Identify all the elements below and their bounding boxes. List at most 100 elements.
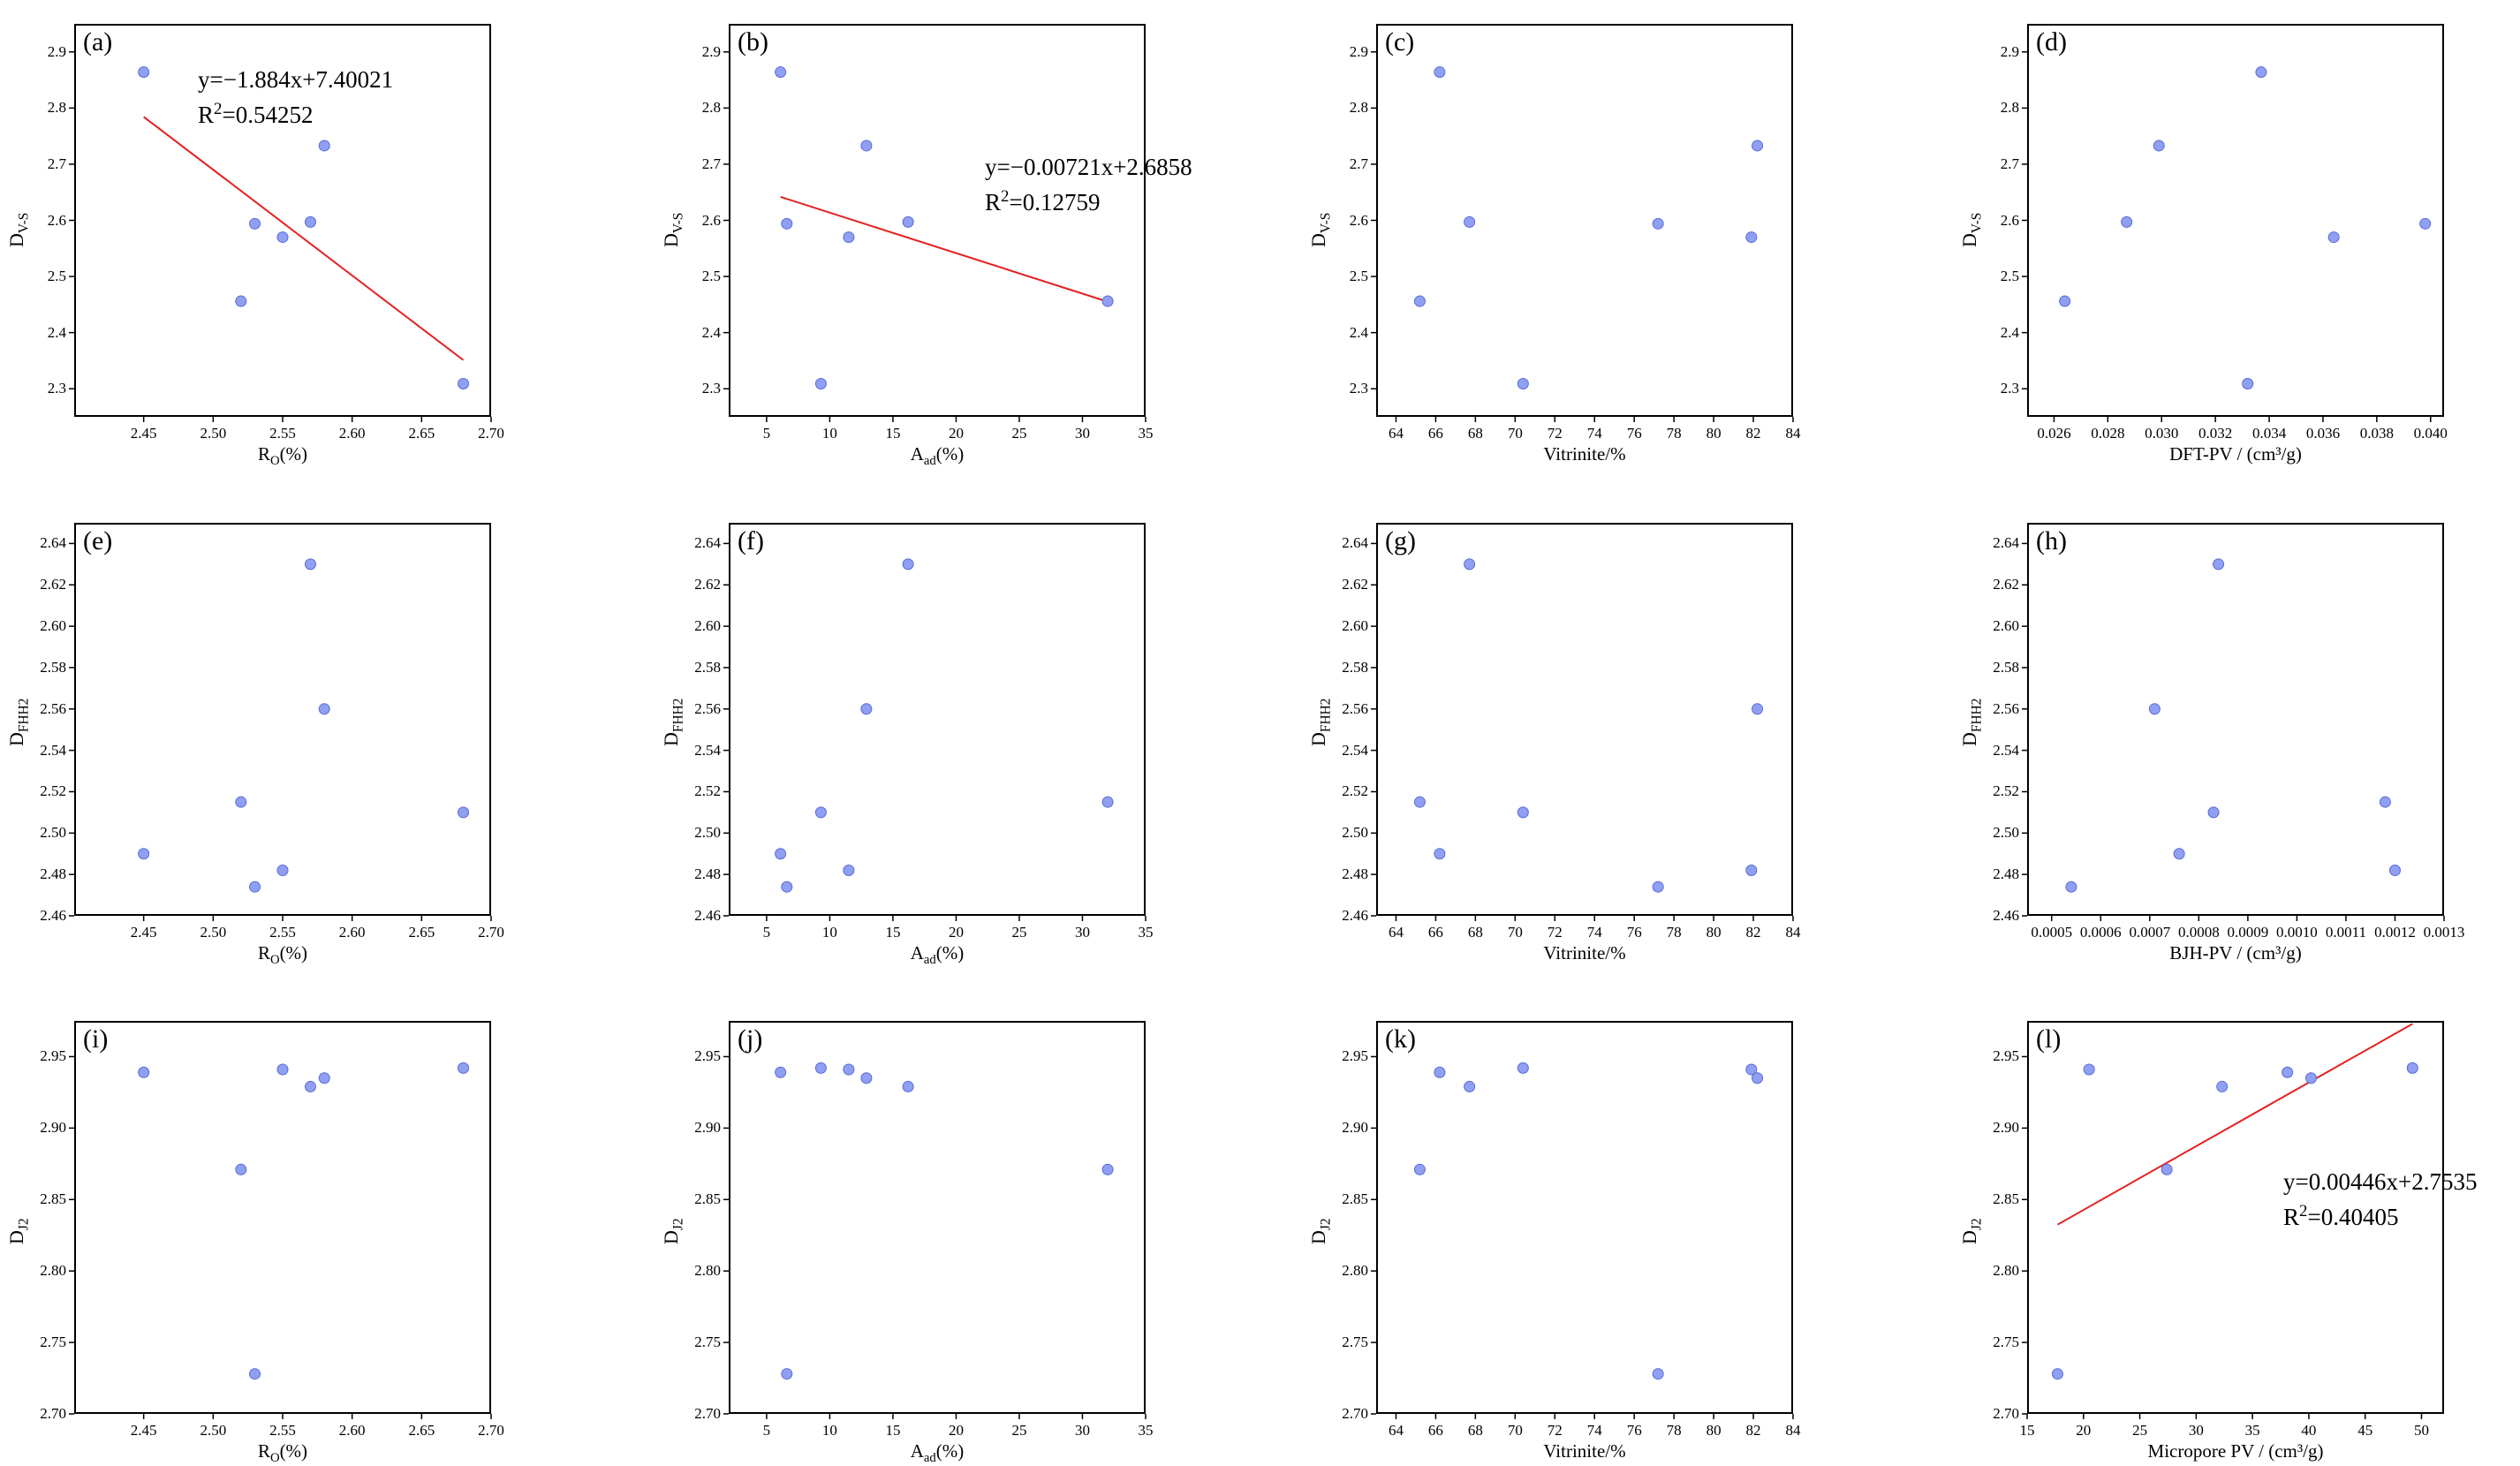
plot-area: [1376, 24, 1793, 417]
data-point: [235, 295, 247, 307]
data-point: [781, 1368, 793, 1380]
data-point: [2406, 1062, 2418, 1074]
plot-area: [2027, 1021, 2444, 1414]
y-tick-label: 2.9: [701, 42, 721, 60]
data-point: [1752, 1072, 1764, 1084]
chart-panel-a: 2.45 2.50 2.55 2.60 2.65 2.70 2.3 2.4 2.5 2.6 2.7 2…: [5, 24, 504, 468]
plot-area: [1376, 523, 1793, 916]
y-tick-label: 2.8: [47, 99, 66, 117]
chart-svg: 0.026 0.028 0.030 0.032 0.034 0.036 0.038 0.040: [2022, 51, 2448, 442]
x-axis-label: Aad(%): [910, 443, 965, 469]
plot-area: [2027, 24, 2444, 417]
y-tick-label: 2.9: [1349, 42, 1368, 60]
y-axis-label: DFHH2: [1958, 698, 1985, 746]
chart-svg: 64 66 68 70 72 74 76 78 80 82 84: [1371, 51, 1801, 442]
y-tick-label: 2.56: [40, 699, 66, 717]
y-tick-label: 2.85: [1993, 1190, 2019, 1208]
panel-label: (a): [83, 27, 113, 57]
data-point: [860, 1072, 873, 1084]
panel-label: (i): [83, 1024, 109, 1054]
data-point: [2327, 231, 2340, 244]
x-tick-label: 2.65: [408, 425, 435, 442]
data-point: [1517, 806, 1529, 819]
panel-label: (c): [1385, 27, 1415, 57]
data-point: [1745, 864, 1758, 876]
y-tick-label: 2.64: [694, 534, 721, 552]
data-point: [2216, 1080, 2229, 1092]
x-tick-label: 70: [1508, 1422, 1523, 1439]
x-tick-label: 80: [1706, 425, 1722, 442]
y-tick-label: 2.7: [2000, 155, 2019, 172]
x-tick-label: 25: [1011, 924, 1026, 941]
x-tick-label: 2.60: [339, 924, 366, 941]
x-tick-label: 2.55: [269, 1422, 296, 1439]
data-point: [1434, 66, 1446, 79]
x-tick-label: 35: [1139, 425, 1154, 442]
x-tick-label: 15: [885, 425, 900, 442]
y-tick-label: 2.3: [47, 380, 66, 397]
chart-svg: 64 66 68 70 72 74 76 78 80 82 84: [1371, 1055, 1801, 1439]
x-tick-label: 2.50: [200, 1422, 226, 1439]
data-point: [781, 217, 793, 230]
x-tick-label: 15: [2020, 1422, 2035, 1439]
x-axis-label-sub: ad: [923, 454, 936, 469]
data-point: [458, 1062, 470, 1074]
y-tick-label: 2.50: [40, 824, 66, 842]
data-point: [276, 1063, 289, 1076]
data-point: [1652, 217, 1664, 230]
x-tick-label: 84: [1786, 425, 1802, 442]
panel-label: (g): [1385, 526, 1416, 555]
chart-svg: 5 10 15 20 25 30 35: [723, 1055, 1154, 1439]
y-tick-label: 2.58: [694, 658, 721, 676]
x-axis-label-sub: O: [269, 953, 280, 968]
x-axis-label: Aad(%): [910, 942, 965, 968]
data-point: [1517, 377, 1529, 389]
x-tick-label: 0.0009: [2228, 924, 2269, 941]
y-tick-label: 2.80: [694, 1262, 721, 1280]
y-tick-label: 2.90: [40, 1119, 66, 1137]
data-point: [775, 848, 787, 860]
plot-area: [729, 1021, 1146, 1414]
x-tick-label: 0.036: [2306, 425, 2340, 442]
x-tick-label: 74: [1587, 1422, 1603, 1439]
y-axis-label-sub: J2: [16, 1217, 32, 1230]
panel-label: (b): [738, 27, 768, 57]
y-axis-label-sub: V-S: [1318, 212, 1334, 233]
y-tick-label: 2.5: [2000, 268, 2019, 285]
data-point: [2379, 796, 2391, 808]
y-tick-label: 2.7: [47, 155, 66, 172]
y-tick-label: 2.6: [2000, 211, 2019, 229]
x-tick-label: 2.65: [408, 924, 435, 941]
x-tick-label: 72: [1548, 1422, 1563, 1439]
y-axis-label-sub: J2: [670, 1217, 686, 1230]
y-tick-label: 2.6: [47, 211, 66, 229]
data-point: [2161, 1163, 2173, 1175]
y-tick-label: 2.9: [47, 42, 66, 60]
y-tick-label: 2.70: [694, 1405, 721, 1422]
data-point: [138, 1066, 150, 1078]
fit-equation: y=0.00446x+2.7535 R2=0.40405: [2283, 1167, 2477, 1232]
x-tick-label: 78: [1667, 425, 1682, 442]
data-point: [2419, 217, 2432, 230]
data-point: [2388, 864, 2401, 876]
x-tick-label: 80: [1706, 924, 1722, 941]
data-point: [814, 1062, 827, 1074]
chart-panel-l: 15 20 25 30 35 40 45 50 2.70 2.75 2.80 2.85 2.90 2.95…: [1958, 1021, 2477, 1462]
data-point: [1745, 231, 1758, 244]
x-tick-label: 30: [2189, 1422, 2204, 1439]
y-tick-label: 2.75: [1993, 1334, 2019, 1351]
x-tick-label: 84: [1786, 924, 1802, 941]
x-tick-label: 25: [1011, 1422, 1026, 1439]
y-tick-label: 2.90: [694, 1119, 721, 1137]
chart-panel-h: 0.0005 0.0006 0.0007 0.0008 0.0009 0.0010 0.00…: [1958, 523, 2464, 963]
x-tick-label: 2.70: [478, 924, 504, 941]
y-tick-label: 2.95: [1993, 1047, 2019, 1065]
y-tick-label: 2.62: [1993, 576, 2019, 593]
y-axis-label: DV-S: [660, 212, 686, 247]
y-tick-label: 2.5: [47, 268, 66, 285]
data-point: [458, 806, 470, 819]
y-tick-label: 2.60: [40, 617, 66, 635]
data-point: [1434, 848, 1446, 860]
chart-svg: 2.45 2.50 2.55 2.60 2.65 2.70: [69, 1055, 504, 1439]
equation-text: y=0.00446x+2.7535: [2283, 1168, 2478, 1195]
